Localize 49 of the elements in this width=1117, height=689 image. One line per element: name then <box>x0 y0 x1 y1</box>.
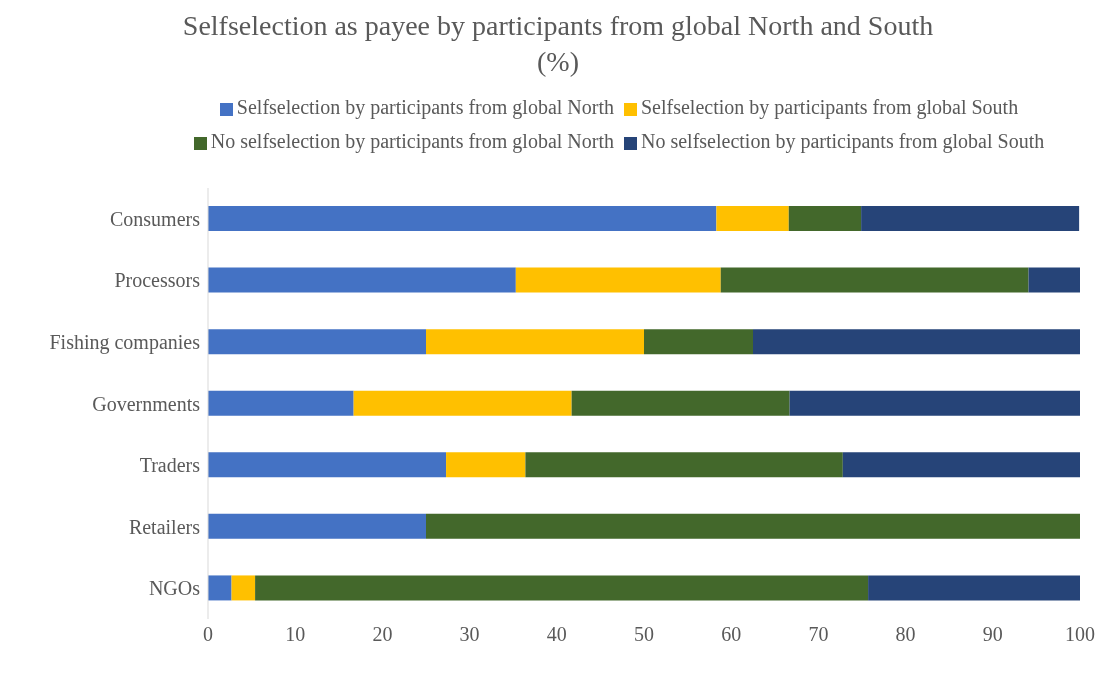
bar <box>208 267 516 293</box>
y-tick-label: Governments <box>92 392 201 415</box>
bar <box>788 206 862 231</box>
bar <box>868 575 1080 601</box>
x-tick-label: 50 <box>634 623 654 646</box>
legend-label: No selfselection by participants from global South <box>640 130 1045 152</box>
x-tick-label: 70 <box>808 623 829 646</box>
bar <box>208 329 426 355</box>
bar <box>231 575 256 601</box>
y-tick-label: Traders <box>139 454 201 477</box>
bar <box>208 206 717 231</box>
bar <box>644 329 753 355</box>
x-tick-label: 90 <box>982 623 1003 646</box>
legend-label: No selfselection by participants from global North <box>210 130 614 152</box>
legend-label: Selfselection by participants from global North <box>236 96 614 118</box>
y-tick-label: Fishing companies <box>49 331 201 355</box>
bar <box>208 390 354 416</box>
bar <box>525 452 843 478</box>
bar <box>571 390 790 416</box>
x-tick-label: 40 <box>546 623 567 646</box>
bar <box>716 206 789 231</box>
x-tick-label: 80 <box>895 623 916 646</box>
bar <box>353 390 572 416</box>
bar <box>208 575 232 601</box>
bar <box>426 513 1080 539</box>
bar <box>255 575 869 601</box>
bar <box>1028 267 1080 293</box>
y-tick-label: Processors <box>114 269 201 292</box>
y-tick-label: Retailers <box>128 515 201 538</box>
x-tick-label: 10 <box>285 623 306 646</box>
bar <box>426 329 644 355</box>
bar <box>789 390 1080 416</box>
x-tick-label: 30 <box>459 623 480 646</box>
x-tick-label: 20 <box>372 623 393 646</box>
y-tick-label: Consumers <box>110 207 201 230</box>
x-tick-label: 100 <box>1065 623 1095 646</box>
bar <box>720 267 1029 293</box>
chart-title: Selfselection as payee by participants from global North and South (%) <box>181 9 935 79</box>
bar <box>861 206 1080 231</box>
legend-label: Selfselection by participants from global South <box>640 96 1019 118</box>
bar <box>208 452 447 478</box>
bar <box>842 452 1080 478</box>
x-tick-label: 0 <box>203 623 213 646</box>
bar <box>753 329 1080 355</box>
bar <box>515 267 721 293</box>
bar <box>446 452 526 478</box>
bar <box>208 513 426 539</box>
x-tick-label: 60 <box>721 623 742 646</box>
y-tick-label: NGOs <box>148 577 201 600</box>
